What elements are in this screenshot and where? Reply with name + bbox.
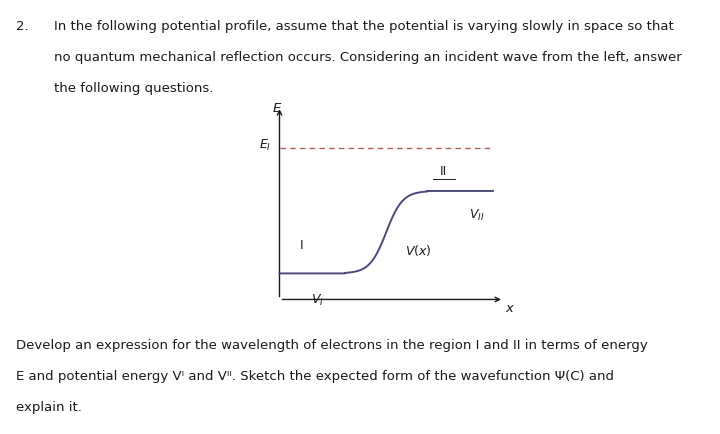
Text: II: II	[440, 165, 447, 178]
Text: no quantum mechanical reflection occurs. Considering an incident wave from the l: no quantum mechanical reflection occurs.…	[54, 51, 682, 64]
Text: $V(x)$: $V(x)$	[405, 243, 432, 258]
Text: x: x	[505, 302, 513, 315]
Text: explain it.: explain it.	[16, 401, 81, 414]
Text: $V_I$: $V_I$	[311, 293, 324, 308]
Text: E and potential energy Vᴵ and Vᴵᴵ. Sketch the expected form of the wavefunction : E and potential energy Vᴵ and Vᴵᴵ. Sketc…	[16, 370, 614, 383]
Text: Develop an expression for the wavelength of electrons in the region I and II in : Develop an expression for the wavelength…	[16, 339, 647, 352]
Text: E: E	[273, 102, 281, 115]
Text: In the following potential profile, assume that the potential is varying slowly : In the following potential profile, assu…	[54, 20, 674, 33]
Text: the following questions.: the following questions.	[54, 82, 213, 95]
Text: I: I	[300, 239, 303, 252]
Text: 2.: 2.	[16, 20, 29, 33]
Text: $E_I$: $E_I$	[259, 138, 271, 153]
Text: $V_{II}$: $V_{II}$	[469, 208, 485, 224]
